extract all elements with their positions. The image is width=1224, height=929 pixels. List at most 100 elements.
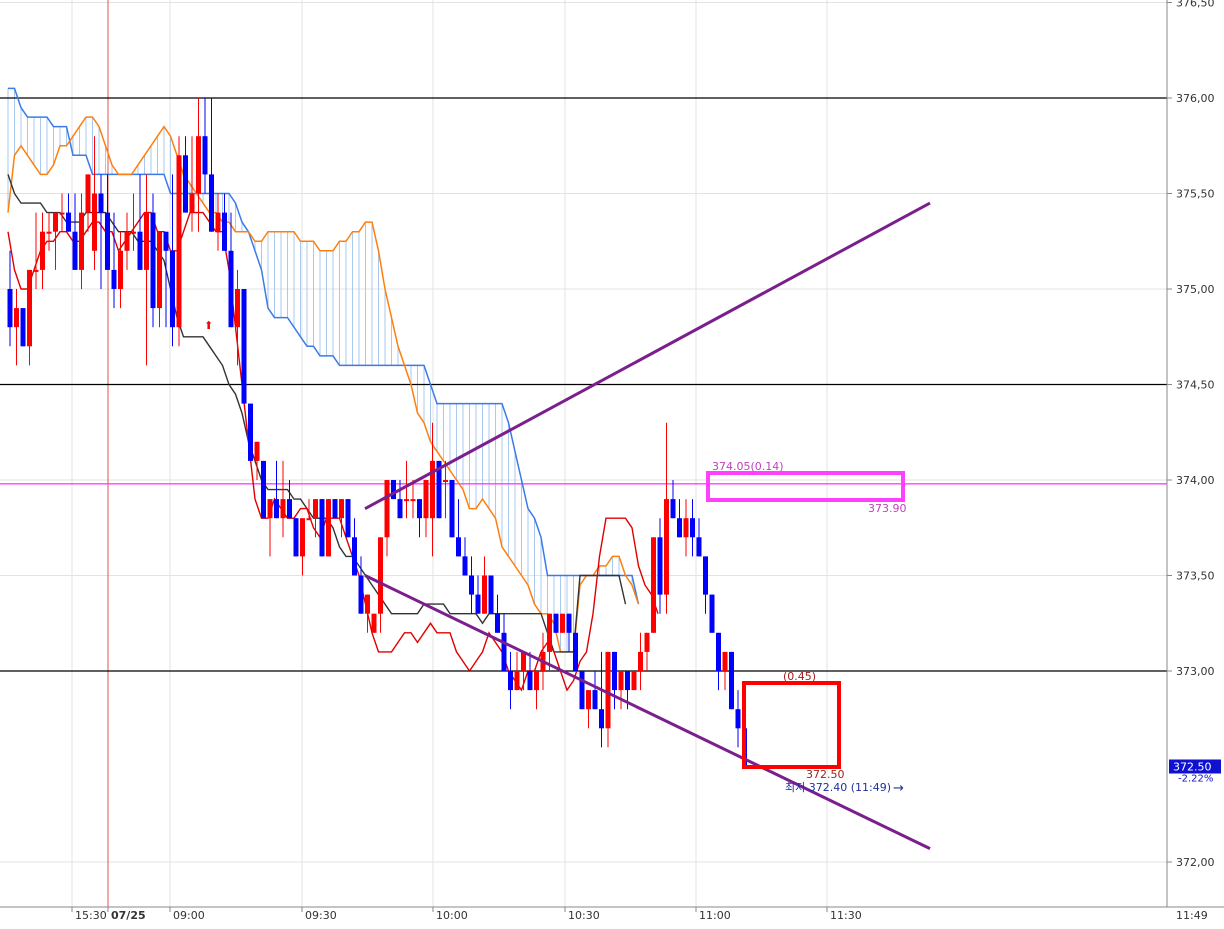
candle-body [157, 231, 162, 309]
magenta-box-sublabel: 373.90 [868, 502, 907, 515]
candle-body [14, 308, 19, 328]
candle-body [722, 651, 728, 671]
candle-body [378, 537, 383, 614]
candle-body [176, 155, 182, 328]
leading-span-a-line [7, 116, 640, 653]
candle-body [729, 651, 734, 710]
ichimoku-cloud [7, 88, 633, 652]
candle-body [105, 212, 110, 270]
leading-span-b-line [8, 87, 640, 605]
candle-body [404, 499, 409, 502]
candle-body [625, 671, 630, 691]
candle-body [235, 289, 240, 328]
candle-body [709, 594, 715, 633]
last-price-tag [1169, 759, 1221, 774]
candle-body [384, 480, 390, 538]
magenta-highlight-box [706, 471, 905, 502]
candle-body [703, 556, 708, 595]
candle-body [436, 460, 442, 519]
candle-body [131, 231, 136, 234]
candle-body [527, 671, 533, 691]
candle-body [475, 594, 481, 614]
candle-body [677, 518, 682, 538]
candle-body [631, 671, 637, 691]
candle-body [267, 499, 273, 519]
candle-body [40, 231, 45, 270]
candle-body [345, 499, 351, 538]
x-tick-label: 10:30 [568, 909, 600, 922]
candle-body [46, 231, 52, 234]
candle-body [560, 613, 565, 633]
candle-body [319, 499, 325, 557]
session-low-label: 최저 372.40 (11:49) [785, 781, 891, 794]
candle-body [248, 403, 253, 461]
x-tick-label: 09:30 [305, 909, 337, 922]
candle-body [20, 308, 26, 347]
candle-body [547, 613, 552, 652]
candle-body [326, 499, 331, 557]
candle-body [124, 231, 130, 251]
candle-body [163, 231, 169, 251]
candle-body [209, 174, 214, 232]
candle-body [534, 671, 539, 691]
buy-signal-arrow: ⬆ [204, 319, 213, 332]
red-target-box [742, 681, 841, 769]
x-tick-label: 07/25 [111, 909, 146, 922]
candle-body [189, 193, 195, 213]
y-tick-label: 372,00 [1176, 856, 1215, 869]
candle-body [72, 231, 78, 270]
candle-body [79, 212, 84, 270]
y-tick-label: 374,50 [1176, 379, 1215, 392]
session-low-arrow: → [893, 781, 904, 796]
candle-body [592, 690, 598, 710]
candle-body [85, 174, 91, 213]
y-tick-label: 376,00 [1176, 92, 1215, 105]
candle-body [690, 518, 695, 538]
candle-body [27, 269, 32, 347]
candle-body [696, 537, 702, 557]
candle-body [332, 499, 338, 519]
candle-body [300, 518, 305, 557]
candle-body [98, 193, 104, 213]
candle-body [228, 250, 234, 328]
candle-body [397, 499, 403, 519]
candle-body [274, 499, 279, 519]
candle-body [469, 575, 474, 595]
candle-body [449, 480, 455, 538]
candle-body [33, 269, 39, 272]
candle-body [651, 537, 656, 633]
trendline [364, 574, 931, 850]
x-tick-label: 11:30 [830, 909, 862, 922]
candle-body [92, 193, 97, 251]
candle-body [664, 499, 669, 595]
candle-body [118, 250, 123, 289]
candle-body [196, 136, 201, 194]
candle-body [313, 499, 318, 519]
candle-body [566, 613, 572, 633]
candle-body [638, 651, 643, 671]
candle-body [683, 518, 689, 538]
candle-body [423, 480, 429, 519]
candle-body [553, 613, 559, 633]
candle-body [254, 441, 260, 461]
candle-body [417, 499, 422, 519]
candle-body [222, 212, 227, 251]
y-tick-label: 373,50 [1176, 570, 1215, 583]
candle-body [371, 613, 377, 633]
candle-body [514, 671, 520, 691]
candle-body [137, 231, 143, 270]
trendline [364, 201, 931, 510]
candle-body [280, 499, 286, 519]
trendlines [364, 201, 931, 850]
candle-body [202, 136, 208, 175]
candle-body [150, 212, 156, 309]
candle-body [735, 709, 741, 729]
red-box-bottom-label: 372.50 [806, 768, 845, 781]
candle-body [612, 651, 617, 691]
candle-body [670, 499, 676, 519]
last-price-label: 372.50 [1173, 761, 1212, 774]
candle-body [59, 212, 65, 215]
